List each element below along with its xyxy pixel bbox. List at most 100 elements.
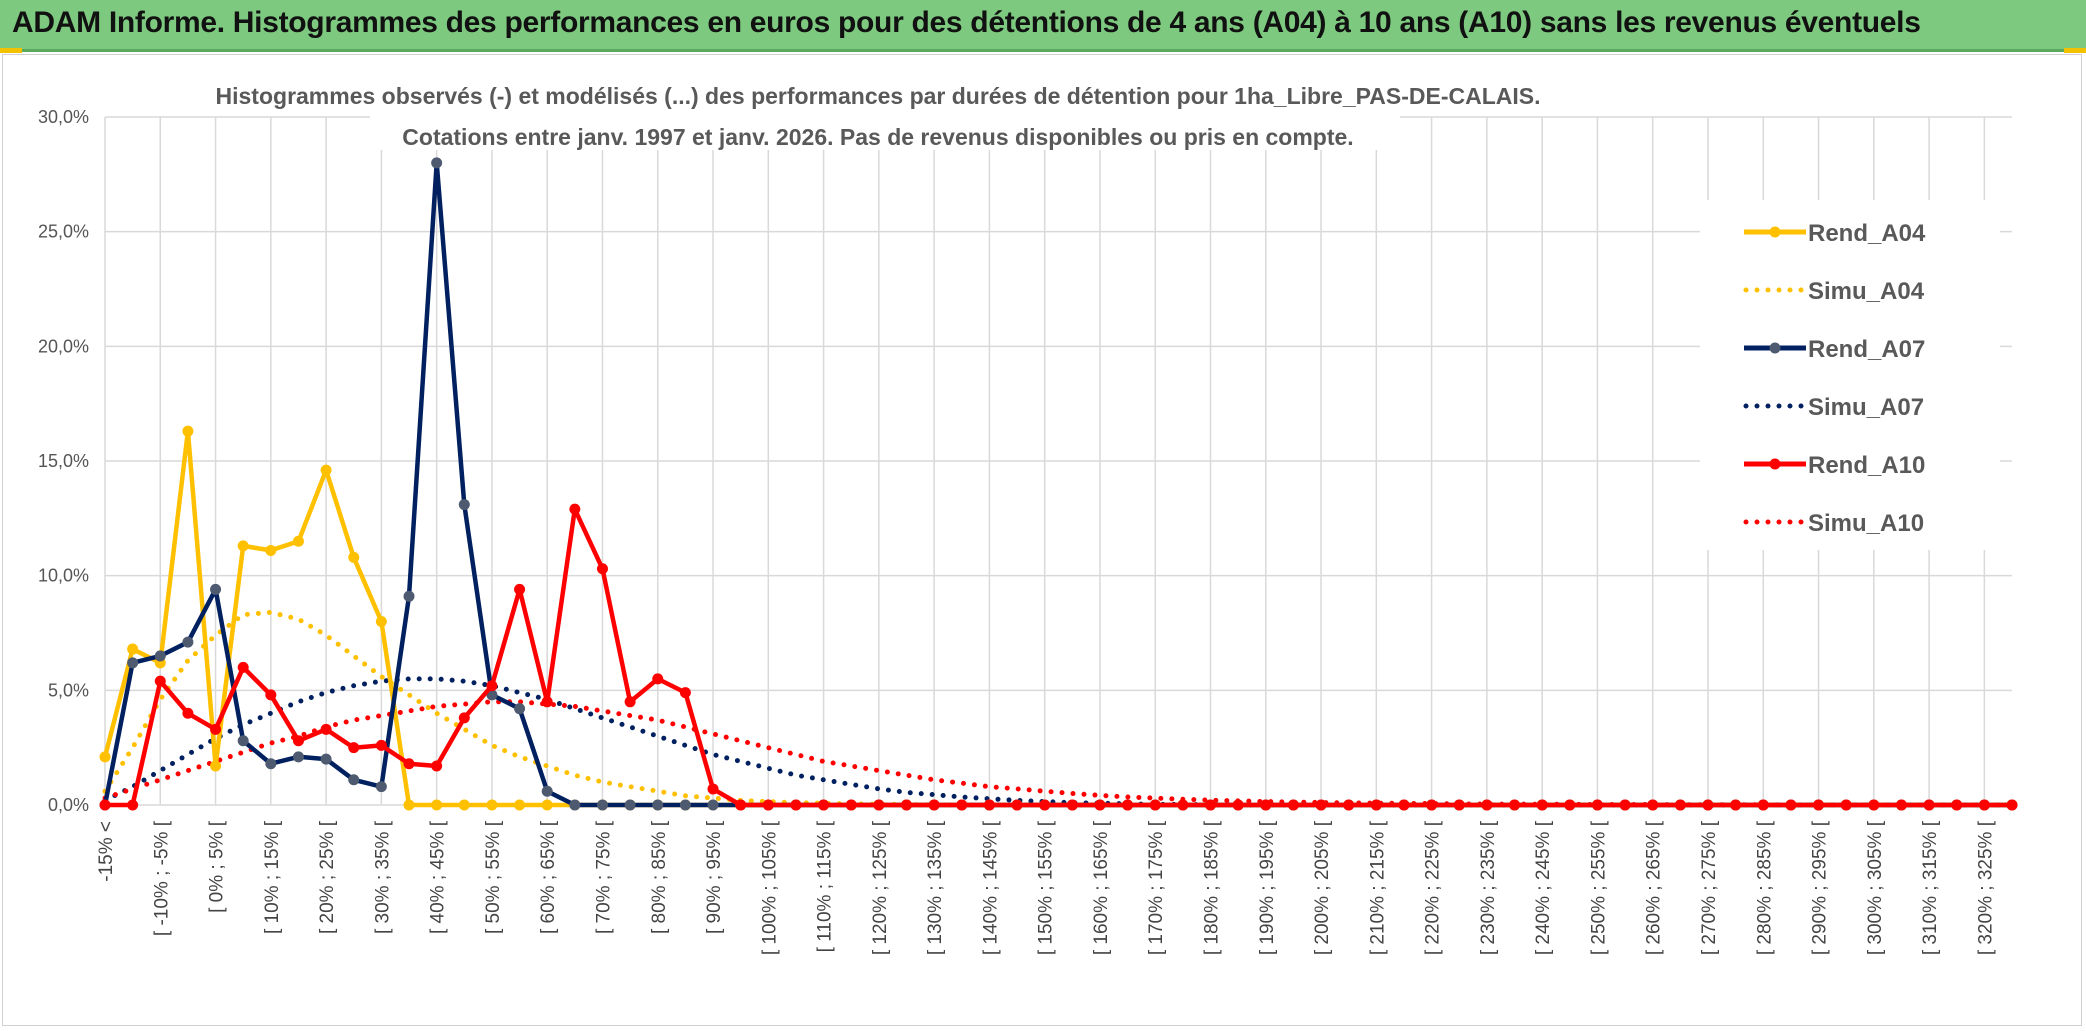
point-Rend_A04 <box>99 751 111 763</box>
y-tick-label: 5,0% <box>48 680 89 700</box>
point-Rend_A04 <box>403 799 415 811</box>
point-Rend_A10 <box>1730 799 1742 811</box>
point-Rend_A04 <box>320 464 332 476</box>
point-Rend_A07 <box>182 636 194 648</box>
point-Rend_A04 <box>210 760 222 772</box>
point-Rend_A10 <box>1122 799 1134 811</box>
point-Rend_A10 <box>873 799 885 811</box>
point-Rend_A07 <box>596 799 608 811</box>
x-tick-label: [ 40% ; 45% [ <box>428 820 449 934</box>
point-Rend_A10 <box>1702 799 1714 811</box>
chart-title: Histogrammes observés (-) et modélisés (… <box>198 76 1558 150</box>
x-tick-label: [ 200% ; 205% [ <box>1312 820 1333 955</box>
x-tick-label: [ 100% ; 105% [ <box>759 820 780 955</box>
x-tick-label: [ 240% ; 245% [ <box>1533 820 1554 955</box>
point-Rend_A04 <box>292 535 304 547</box>
point-Rend_A10 <box>237 661 249 673</box>
point-Rend_A10 <box>1260 799 1272 811</box>
point-Rend_A07 <box>679 799 691 811</box>
legend-label: Simu_A04 <box>1808 278 1925 305</box>
x-tick-label: [ 320% ; 325% [ <box>1975 820 1996 955</box>
point-Rend_A10 <box>1785 799 1797 811</box>
x-tick-label: [ 80% ; 85% [ <box>649 820 670 934</box>
point-Rend_A10 <box>1619 799 1631 811</box>
point-Rend_A10 <box>818 799 830 811</box>
x-tick-label: [ 0% ; 5% [ <box>207 820 228 913</box>
x-tick-label: [ 260% ; 265% [ <box>1644 820 1665 955</box>
x-tick-label: [ 20% ; 25% [ <box>317 820 338 934</box>
legend-marker <box>1769 342 1781 354</box>
point-Rend_A04 <box>265 544 277 556</box>
chart-title-bg-1 <box>198 76 1558 112</box>
point-Rend_A07 <box>458 499 470 511</box>
point-Rend_A10 <box>1564 799 1576 811</box>
x-tick-label: [ 30% ; 35% [ <box>372 820 393 934</box>
x-tick-label: [ 160% ; 165% [ <box>1091 820 1112 955</box>
point-Rend_A10 <box>210 723 222 735</box>
x-tick-label: [ 270% ; 275% [ <box>1699 820 1720 955</box>
y-tick-label: 25,0% <box>38 222 89 242</box>
point-Rend_A07 <box>154 650 166 662</box>
point-Rend_A10 <box>1066 799 1078 811</box>
point-Rend_A10 <box>1951 799 1963 811</box>
header-bar: ADAM Informe. Histogrammes des performan… <box>0 0 2086 52</box>
chart-title-line-2: Cotations entre janv. 1997 et janv. 2026… <box>402 124 1353 150</box>
legend-label: Rend_A10 <box>1808 452 1925 479</box>
legend-item-Rend_A10: Rend_A10 <box>1744 452 1925 479</box>
point-Rend_A04 <box>514 799 526 811</box>
point-Rend_A10 <box>596 563 608 575</box>
point-Rend_A10 <box>1343 799 1355 811</box>
point-Rend_A07 <box>292 751 304 763</box>
x-axis-ticks: -15% < [ -10% ; -5% [[ 0% ; 5% [[ 10% ; 1… <box>96 820 1996 955</box>
x-tick-label: [ 70% ; 75% [ <box>593 820 614 934</box>
point-Rend_A04 <box>458 799 470 811</box>
point-Rend_A04 <box>431 799 443 811</box>
point-Rend_A04 <box>182 425 194 437</box>
x-tick-label: [ 230% ; 235% [ <box>1478 820 1499 955</box>
point-Rend_A07 <box>569 799 581 811</box>
x-tick-label: [ 190% ; 195% [ <box>1257 820 1278 955</box>
point-Rend_A10 <box>458 712 470 724</box>
point-Rend_A07 <box>237 735 249 747</box>
x-tick-label: [ 250% ; 255% [ <box>1588 820 1609 955</box>
point-Rend_A10 <box>514 583 526 595</box>
point-Rend_A10 <box>1177 799 1189 811</box>
point-Rend_A10 <box>1039 799 1051 811</box>
point-Rend_A10 <box>707 783 719 795</box>
legend-marker <box>1769 226 1781 238</box>
point-Rend_A10 <box>1840 799 1852 811</box>
y-tick-label: 15,0% <box>38 451 89 471</box>
legend-label: Rend_A07 <box>1808 336 1925 363</box>
point-Rend_A10 <box>1370 799 1382 811</box>
point-Rend_A10 <box>403 758 415 770</box>
point-Rend_A10 <box>1094 799 1106 811</box>
point-Rend_A10 <box>1287 799 1299 811</box>
point-Rend_A10 <box>735 799 747 811</box>
legend-item-Rend_A07: Rend_A07 <box>1744 336 1925 363</box>
series-layer <box>99 157 2018 811</box>
point-Rend_A10 <box>569 503 581 515</box>
legend-item-Simu_A10: Simu_A10 <box>1743 510 1924 537</box>
corner-accent-right <box>2064 48 2086 53</box>
y-tick-label: 30,0% <box>38 107 89 127</box>
x-tick-label: -15% < <box>96 821 117 882</box>
point-Rend_A04 <box>541 799 553 811</box>
x-tick-label: [ 220% ; 225% [ <box>1423 820 1444 955</box>
point-Rend_A10 <box>182 707 194 719</box>
point-Rend_A10 <box>1011 799 1023 811</box>
point-Rend_A10 <box>624 696 636 708</box>
point-Rend_A10 <box>1978 799 1990 811</box>
point-Rend_A07 <box>541 785 553 797</box>
point-Rend_A10 <box>956 799 968 811</box>
legend-item-Simu_A04: Simu_A04 <box>1743 278 1925 305</box>
point-Rend_A10 <box>1591 799 1603 811</box>
point-Rend_A04 <box>348 551 360 563</box>
page-title: ADAM Informe. Histogrammes des performan… <box>12 6 1921 39</box>
point-Rend_A04 <box>127 643 139 655</box>
x-tick-label: [ 140% ; 145% [ <box>980 820 1001 955</box>
x-tick-label: [ 280% ; 285% [ <box>1754 820 1775 955</box>
point-Rend_A10 <box>292 735 304 747</box>
point-Rend_A07 <box>403 590 415 602</box>
point-Rend_A10 <box>486 680 498 692</box>
